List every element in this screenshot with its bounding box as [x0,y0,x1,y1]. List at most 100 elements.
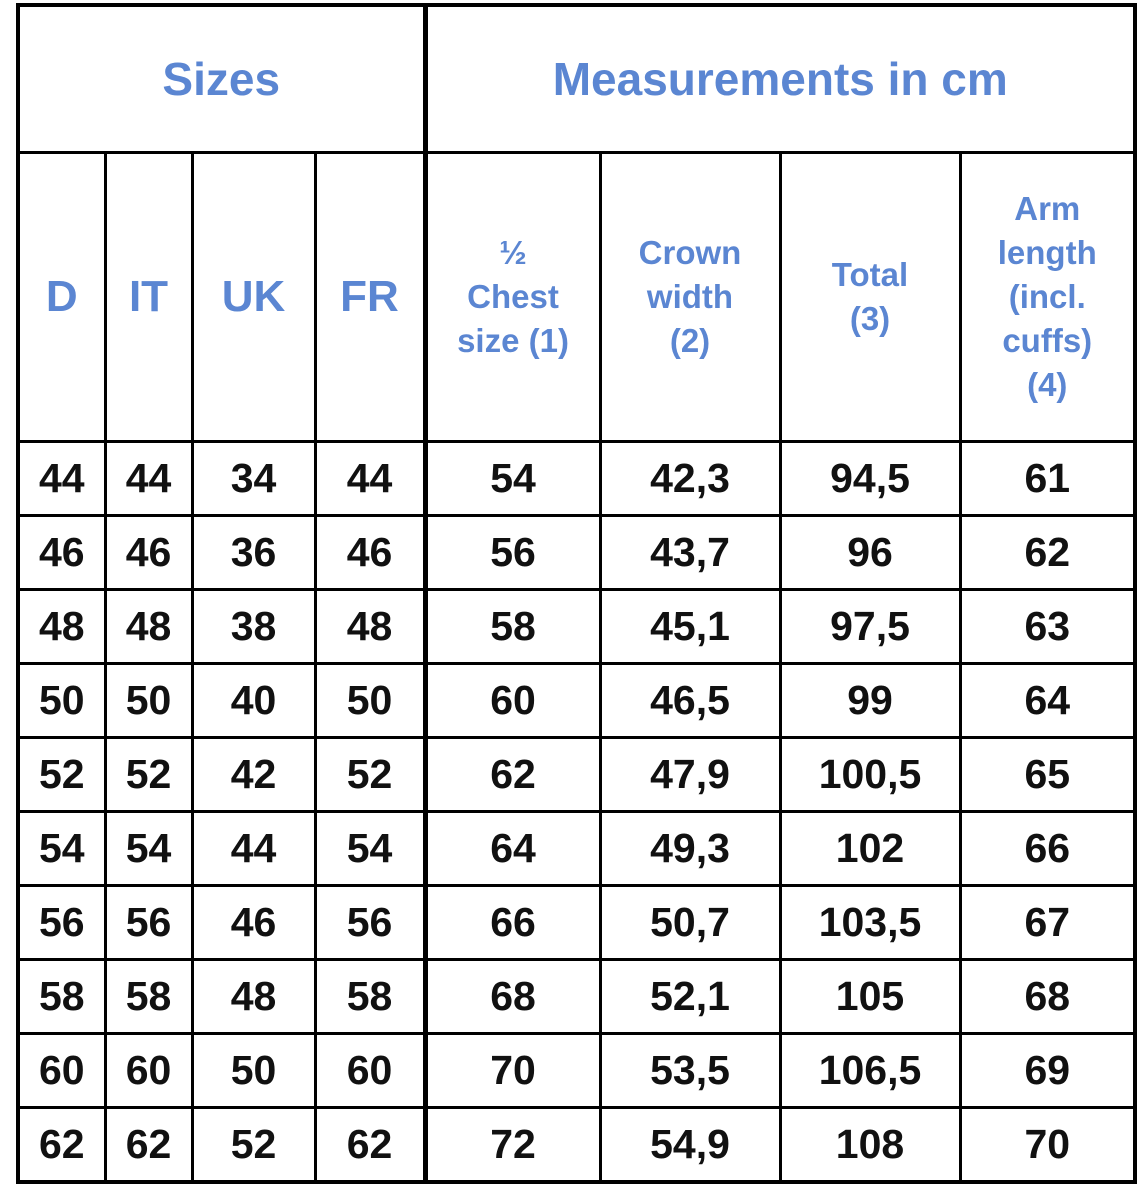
column-header-line: Chest [467,278,559,315]
data-row: 56 56 46 56 66 50,7 103,5 67 [16,884,1137,961]
column-header: IT [103,151,194,443]
data-cell: 105 [778,958,962,1035]
data-cell: 94,5 [778,440,962,517]
data-cell: 56 [423,514,602,591]
data-row: 58 58 48 58 68 52,1 105 68 [16,958,1137,1035]
data-cell: 66 [423,884,602,961]
column-header-line: (3) [849,300,891,337]
data-row: 60 60 50 60 70 53,5 106,5 69 [16,1032,1137,1109]
group-header: Measurements in cm [423,3,1137,154]
data-cell: 50 [16,662,107,739]
column-header-row: D IT UK FR ½ Chest size (1) Crown width (2) Total (… [16,151,1137,443]
column-header-line: width [646,278,734,315]
data-cell: 52 [103,736,194,813]
data-cell: 58 [313,958,428,1035]
data-cell: 46,5 [598,662,782,739]
column-header-line: Total [831,256,909,293]
data-cell: 40 [190,662,317,739]
data-cell: 48 [190,958,317,1035]
column-header-line: ½ [499,234,527,271]
data-cell: 46 [16,514,107,591]
data-cell: 67 [958,884,1137,961]
data-cell: 60 [313,1032,428,1109]
data-cell: 58 [103,958,194,1035]
data-cell: 64 [423,810,602,887]
data-cell: 54 [423,440,602,517]
data-cell: 34 [190,440,317,517]
column-header: Total (3) [778,151,962,443]
column-header-line: (2) [669,322,711,359]
data-cell: 36 [190,514,317,591]
size-table: Sizes Measurements in cm D IT UK FR ½ Chest size… [16,3,1137,1184]
data-cell: 60 [423,662,602,739]
column-header: FR [313,151,428,443]
data-cell: 52,1 [598,958,782,1035]
group-header: Sizes [16,3,428,154]
data-cell: 46 [313,514,428,591]
column-header-line: length [997,234,1097,271]
data-row: 52 52 42 52 62 47,9 100,5 65 [16,736,1137,813]
data-cell: 48 [103,588,194,665]
data-cell: 70 [423,1032,602,1109]
data-cell: 60 [103,1032,194,1109]
data-cell: 44 [313,440,428,517]
data-cell: 46 [190,884,317,961]
data-row: 62 62 52 62 72 54,9 108 70 [16,1106,1137,1184]
data-cell: 52 [190,1106,317,1184]
column-header-line: UK [221,272,286,321]
data-cell: 50 [103,662,194,739]
column-header-line: (4) [1027,366,1068,403]
data-cell: 60 [16,1032,107,1109]
data-cell: 52 [16,736,107,813]
data-cell: 44 [190,810,317,887]
data-cell: 62 [423,736,602,813]
data-cell: 47,9 [598,736,782,813]
data-cell: 62 [16,1106,107,1184]
data-cell: 108 [778,1106,962,1184]
column-header-line: D [45,272,78,321]
column-header: UK [190,151,317,443]
data-cell: 49,3 [598,810,782,887]
data-cell: 48 [16,588,107,665]
data-row: 50 50 40 50 60 46,5 99 64 [16,662,1137,739]
data-cell: 68 [423,958,602,1035]
data-cell: 62 [103,1106,194,1184]
data-cell: 65 [958,736,1137,813]
data-cell: 52 [313,736,428,813]
data-cell: 50,7 [598,884,782,961]
data-cell: 56 [313,884,428,961]
data-cell: 72 [423,1106,602,1184]
data-cell: 63 [958,588,1137,665]
size-chart: Sizes Measurements in cm D IT UK FR ½ Chest size… [16,3,1137,1184]
data-cell: 54 [313,810,428,887]
column-header-line: cuffs) [1002,322,1093,359]
data-cell: 68 [958,958,1137,1035]
data-cell: 58 [423,588,602,665]
data-cell: 50 [190,1032,317,1109]
column-header: Crown width (2) [598,151,782,443]
data-cell: 106,5 [778,1032,962,1109]
data-cell: 54,9 [598,1106,782,1184]
data-cell: 53,5 [598,1032,782,1109]
data-cell: 97,5 [778,588,962,665]
column-header-line: IT [128,272,169,321]
data-cell: 103,5 [778,884,962,961]
data-cell: 102 [778,810,962,887]
data-cell: 50 [313,662,428,739]
data-row: 46 46 36 46 56 43,7 96 62 [16,514,1137,591]
column-header-line: Crown [638,234,742,271]
data-cell: 46 [103,514,194,591]
data-cell: 44 [103,440,194,517]
data-cell: 45,1 [598,588,782,665]
column-header-line: size (1) [457,322,569,359]
column-header-line: Arm [1014,190,1081,227]
data-cell: 99 [778,662,962,739]
data-cell: 48 [313,588,428,665]
group-header-row: Sizes Measurements in cm [16,3,1137,154]
data-cell: 61 [958,440,1137,517]
data-cell: 56 [16,884,107,961]
data-cell: 43,7 [598,514,782,591]
data-cell: 62 [958,514,1137,591]
data-row: 48 48 38 48 58 45,1 97,5 63 [16,588,1137,665]
